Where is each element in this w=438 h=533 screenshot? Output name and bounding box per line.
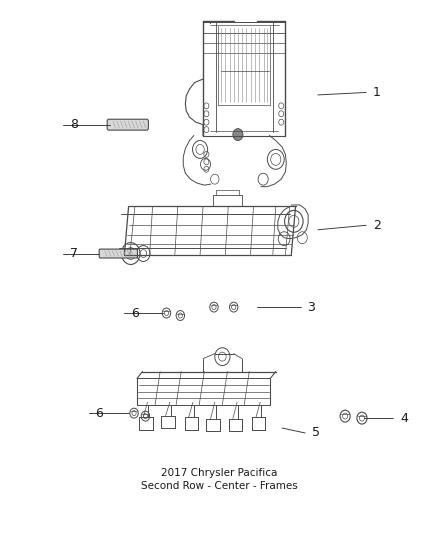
Circle shape bbox=[233, 128, 243, 141]
Text: 2: 2 bbox=[373, 219, 381, 232]
Text: 7: 7 bbox=[70, 247, 78, 260]
Text: 6: 6 bbox=[95, 407, 103, 419]
Text: 2017 Chrysler Pacifica
Second Row - Center - Frames: 2017 Chrysler Pacifica Second Row - Cent… bbox=[141, 469, 297, 491]
Text: 6: 6 bbox=[131, 306, 139, 319]
Text: 1: 1 bbox=[373, 86, 381, 99]
Text: 4: 4 bbox=[400, 411, 408, 425]
Text: 3: 3 bbox=[307, 301, 315, 313]
Text: 8: 8 bbox=[70, 118, 78, 131]
FancyBboxPatch shape bbox=[107, 119, 148, 130]
FancyBboxPatch shape bbox=[99, 249, 138, 258]
Text: 5: 5 bbox=[312, 426, 320, 440]
